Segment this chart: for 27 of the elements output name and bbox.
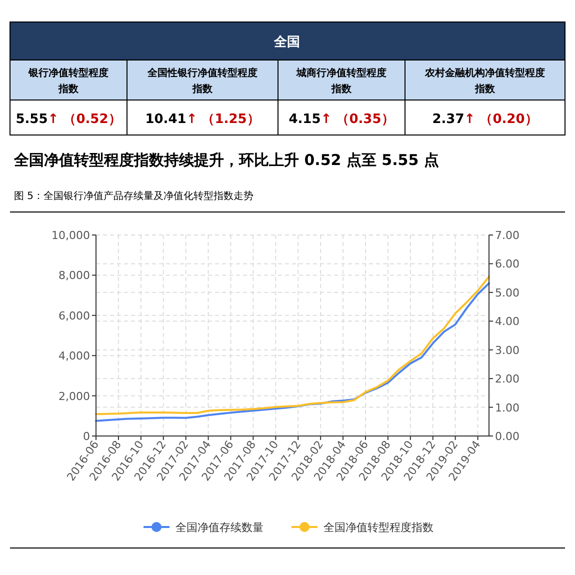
y2-tick-label: 7.00	[495, 229, 520, 242]
y2-tick-label: 0.00	[495, 430, 520, 443]
y2-tick-label: 6.00	[495, 258, 520, 271]
y-tick-label: 4,000	[58, 350, 90, 363]
y-tick-label: 10,000	[52, 229, 90, 242]
y2-tick-label: 5.00	[495, 286, 520, 300]
text: 5.55↑ （0.52）	[16, 112, 122, 127]
chart-title: 图 5：全国银行净值产品存续量及净值化转型指数走势	[14, 190, 254, 202]
text: 城商行净值转型程度指数	[296, 67, 386, 95]
text: 4.15↑ （0.35）	[288, 112, 394, 127]
y-tick-label: 8,000	[58, 269, 90, 282]
y-tick-label: 0	[83, 430, 90, 443]
text: 银行净值转型程度指数	[28, 67, 108, 95]
text: 10.41↑ （1.25）	[145, 112, 260, 127]
legend-label: 全国净值存续数量	[176, 521, 264, 534]
text: 2.37↑ （0.20）	[432, 112, 538, 127]
text: 农村金融机构净值转型程度指数	[424, 67, 545, 95]
text: 全国	[273, 35, 300, 50]
legend-label: 全国净值转型程度指数	[324, 521, 434, 534]
y2-tick-label: 1.00	[495, 401, 520, 414]
text: 全国性银行净值转型程度指数	[146, 67, 258, 95]
y-tick-label: 6,000	[58, 309, 90, 322]
y2-tick-label: 4.00	[495, 315, 520, 328]
y2-tick-label: 3.00	[495, 344, 520, 357]
y-tick-label: 2,000	[58, 390, 90, 403]
y2-tick-label: 2.00	[495, 372, 520, 386]
text: 全国净值转型程度指数持续提升，环比上升 0.52 点至 5.55 点	[13, 151, 439, 169]
